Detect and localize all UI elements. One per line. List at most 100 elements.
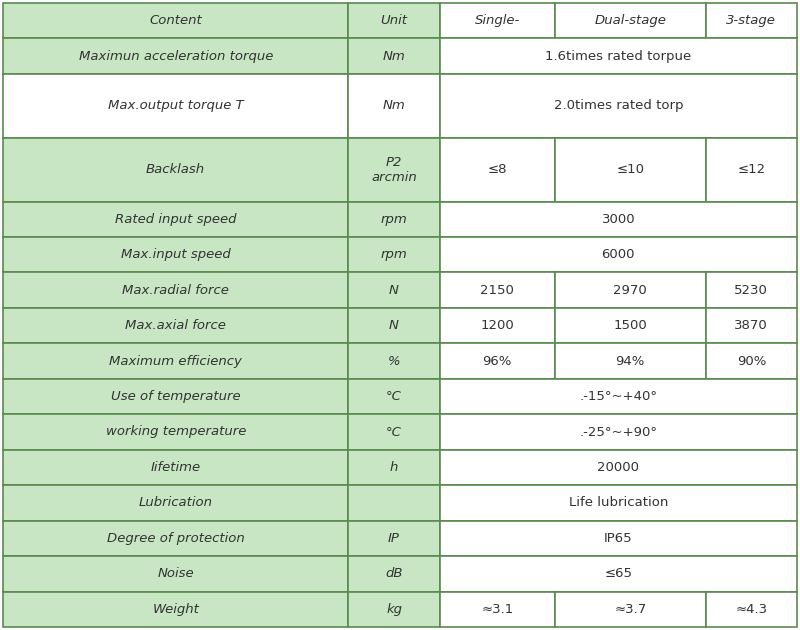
Text: Weight: Weight bbox=[152, 603, 199, 616]
Bar bbox=[440, 74, 797, 138]
Bar bbox=[3, 237, 348, 272]
Bar bbox=[3, 74, 348, 138]
Text: 2150: 2150 bbox=[480, 284, 514, 297]
Bar bbox=[3, 38, 348, 74]
Text: °C: °C bbox=[386, 425, 402, 438]
Bar bbox=[440, 38, 797, 74]
Text: ≈3.7: ≈3.7 bbox=[614, 603, 646, 616]
Bar bbox=[348, 74, 440, 138]
Text: N: N bbox=[389, 284, 399, 297]
Bar bbox=[440, 138, 555, 202]
Text: IP: IP bbox=[388, 532, 400, 545]
Bar bbox=[348, 272, 440, 308]
Text: Nm: Nm bbox=[382, 50, 406, 62]
Bar bbox=[3, 343, 348, 379]
Bar bbox=[348, 202, 440, 237]
Text: Use of temperature: Use of temperature bbox=[111, 390, 241, 403]
Text: dB: dB bbox=[386, 568, 402, 580]
Bar bbox=[440, 272, 555, 308]
Bar bbox=[555, 343, 706, 379]
Text: ≤8: ≤8 bbox=[487, 163, 507, 176]
Bar bbox=[348, 3, 440, 38]
Text: %: % bbox=[388, 355, 400, 367]
Bar bbox=[706, 343, 797, 379]
Bar bbox=[3, 272, 348, 308]
Text: Life lubrication: Life lubrication bbox=[569, 496, 668, 510]
Bar bbox=[706, 272, 797, 308]
Text: Dual-stage: Dual-stage bbox=[594, 14, 666, 27]
Text: ≈3.1: ≈3.1 bbox=[481, 603, 514, 616]
Text: Noise: Noise bbox=[158, 568, 194, 580]
Text: Max.output torque T: Max.output torque T bbox=[108, 100, 243, 112]
Bar bbox=[348, 379, 440, 415]
Bar bbox=[3, 415, 348, 450]
Text: Maximun acceleration torque: Maximun acceleration torque bbox=[78, 50, 273, 62]
Text: 1500: 1500 bbox=[614, 319, 647, 332]
Bar bbox=[348, 592, 440, 627]
Text: Nm: Nm bbox=[382, 100, 406, 112]
Text: rpm: rpm bbox=[381, 248, 407, 261]
Bar bbox=[440, 520, 797, 556]
Text: working temperature: working temperature bbox=[106, 425, 246, 438]
Text: rpm: rpm bbox=[381, 213, 407, 226]
Text: Max.axial force: Max.axial force bbox=[126, 319, 226, 332]
Text: 6000: 6000 bbox=[602, 248, 635, 261]
Bar bbox=[348, 38, 440, 74]
Bar bbox=[706, 592, 797, 627]
Bar bbox=[3, 138, 348, 202]
Text: °C: °C bbox=[386, 390, 402, 403]
Text: 96%: 96% bbox=[482, 355, 512, 367]
Text: 1200: 1200 bbox=[480, 319, 514, 332]
Text: 90%: 90% bbox=[737, 355, 766, 367]
Bar bbox=[348, 308, 440, 343]
Text: 94%: 94% bbox=[615, 355, 645, 367]
Text: Iifetime: Iifetime bbox=[150, 461, 201, 474]
Bar bbox=[348, 237, 440, 272]
Text: .-15°~+40°: .-15°~+40° bbox=[579, 390, 658, 403]
Bar bbox=[348, 450, 440, 485]
Text: 3-stage: 3-stage bbox=[726, 14, 776, 27]
Bar bbox=[3, 202, 348, 237]
Text: Backlash: Backlash bbox=[146, 163, 206, 176]
Text: 1.6times rated torpue: 1.6times rated torpue bbox=[546, 50, 691, 62]
Bar bbox=[348, 485, 440, 520]
Bar bbox=[706, 3, 797, 38]
Bar bbox=[706, 308, 797, 343]
Bar bbox=[348, 343, 440, 379]
Bar bbox=[348, 556, 440, 592]
Bar bbox=[3, 520, 348, 556]
Text: Maximum efficiency: Maximum efficiency bbox=[110, 355, 242, 367]
Bar bbox=[3, 3, 348, 38]
Bar bbox=[440, 556, 797, 592]
Bar bbox=[555, 592, 706, 627]
Text: 3000: 3000 bbox=[602, 213, 635, 226]
Bar bbox=[3, 450, 348, 485]
Bar bbox=[348, 415, 440, 450]
Bar bbox=[440, 202, 797, 237]
Bar bbox=[440, 237, 797, 272]
Bar bbox=[3, 485, 348, 520]
Text: IP65: IP65 bbox=[604, 532, 633, 545]
Text: kg: kg bbox=[386, 603, 402, 616]
Bar bbox=[555, 308, 706, 343]
Bar bbox=[440, 415, 797, 450]
Text: ≤65: ≤65 bbox=[604, 568, 632, 580]
Text: 2.0times rated torp: 2.0times rated torp bbox=[554, 100, 683, 112]
Text: h: h bbox=[390, 461, 398, 474]
Text: 3870: 3870 bbox=[734, 319, 768, 332]
Bar bbox=[440, 592, 555, 627]
Text: Max.input speed: Max.input speed bbox=[121, 248, 230, 261]
Bar bbox=[3, 379, 348, 415]
Bar bbox=[440, 3, 555, 38]
Text: ≤10: ≤10 bbox=[616, 163, 644, 176]
Text: ≈4.3: ≈4.3 bbox=[735, 603, 767, 616]
Text: 20000: 20000 bbox=[598, 461, 639, 474]
Text: Single-: Single- bbox=[474, 14, 520, 27]
Bar bbox=[440, 308, 555, 343]
Text: 2970: 2970 bbox=[614, 284, 647, 297]
Text: 5230: 5230 bbox=[734, 284, 768, 297]
Bar bbox=[555, 3, 706, 38]
Bar bbox=[555, 272, 706, 308]
Bar bbox=[3, 592, 348, 627]
Bar bbox=[3, 556, 348, 592]
